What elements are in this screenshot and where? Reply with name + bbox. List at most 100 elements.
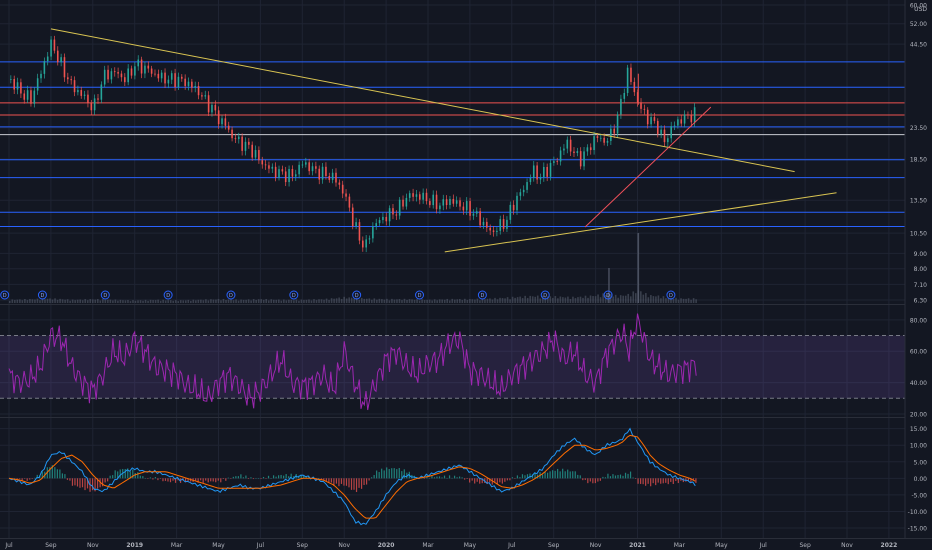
- macd-histogram-bar: [552, 470, 554, 479]
- macd-histogram-bar: [137, 472, 139, 479]
- dividend-marker-glyph: D: [40, 293, 44, 299]
- macd-histogram-bar: [323, 478, 325, 480]
- volume-bar: [102, 299, 104, 303]
- candle-body: [382, 216, 384, 221]
- volume-bar: [650, 295, 652, 303]
- candle-body: [97, 98, 99, 100]
- rsi-pane[interactable]: [0, 313, 905, 411]
- volume-bar: [469, 299, 471, 303]
- volume-bar: [283, 299, 285, 303]
- macd-histogram-bar: [328, 478, 330, 484]
- volume-bar: [481, 298, 484, 303]
- volume-bar: [441, 299, 444, 303]
- macd-histogram-bar: [647, 478, 649, 484]
- time-axis-tick-label: Mar: [171, 542, 183, 549]
- macd-pane[interactable]: [8, 427, 697, 526]
- volume-bar: [365, 298, 368, 303]
- macd-histogram-bar: [129, 471, 131, 479]
- volume-bar: [524, 295, 526, 303]
- volume-bar: [587, 297, 589, 303]
- price-axis[interactable]: 60.00 52.00 44.50 23.50 18.50 13.50 10.50 9.00 8…: [908, 3, 928, 533]
- volume-bar: [685, 298, 687, 303]
- candle-body: [144, 65, 146, 74]
- time-axis-tick-label: 2022: [881, 542, 898, 549]
- volume-bar: [443, 299, 446, 303]
- candle-body: [348, 196, 351, 208]
- volume-bar: [383, 299, 386, 303]
- candle-body: [459, 200, 461, 207]
- volume-bar: [298, 300, 300, 303]
- macd-histogram-bar: [255, 478, 257, 479]
- macd-histogram-bar: [602, 476, 604, 479]
- volume-bar: [343, 296, 345, 303]
- candle-body: [368, 238, 371, 240]
- candle-body: [402, 199, 404, 207]
- candle-body: [56, 50, 59, 63]
- macd-histogram-bar: [152, 478, 154, 480]
- volume-bar: [355, 297, 358, 303]
- macd-histogram-bar: [66, 478, 69, 480]
- time-axis[interactable]: Jul Sep Nov 2019 Mar May Jul Sep Nov 2020 Mar May Ju…: [4, 542, 897, 549]
- candle-body: [375, 223, 378, 227]
- candle-body: [603, 137, 605, 143]
- macd-axis-tick-label: 15.00: [910, 426, 927, 433]
- macd-histogram-bar: [627, 473, 629, 479]
- volume-bar: [647, 297, 650, 303]
- candle-body: [539, 177, 542, 180]
- price-axis-tick-label: 60.00: [910, 3, 927, 10]
- macd-histogram-bar: [524, 475, 526, 479]
- candle-body: [20, 82, 22, 94]
- candle-body: [278, 169, 280, 178]
- dividend-marker-glyph: D: [418, 293, 422, 299]
- macd-histogram-bar: [227, 477, 229, 479]
- price-axis-background: [905, 0, 932, 550]
- candle-body: [630, 67, 632, 82]
- candle-body: [656, 120, 659, 134]
- volume-bar: [677, 299, 680, 303]
- candle-body: [67, 77, 69, 80]
- trendline: [50, 28, 795, 173]
- volume-bar: [544, 297, 547, 303]
- volume-bar: [516, 297, 519, 303]
- macd-histogram-bar: [305, 476, 307, 479]
- volume-bar: [446, 298, 449, 303]
- volume-bar: [531, 296, 534, 303]
- macd-histogram-bar: [76, 478, 79, 487]
- macd-histogram-bar: [107, 478, 109, 482]
- macd-histogram-bar: [381, 468, 383, 479]
- candle-body: [83, 94, 86, 96]
- macd-histogram-bar: [212, 478, 214, 482]
- macd-histogram-bar: [157, 478, 159, 481]
- volume-bar: [368, 298, 371, 303]
- volume-bar: [376, 299, 378, 303]
- macd-histogram-bar: [348, 478, 350, 488]
- volume-bar: [614, 294, 617, 303]
- macd-histogram-bar: [617, 474, 619, 479]
- volume-bar: [607, 293, 609, 303]
- volume-bar: [280, 300, 283, 303]
- macd-histogram-bar: [91, 478, 94, 491]
- volume-bar: [672, 299, 675, 303]
- candle-body: [496, 230, 498, 232]
- volume-bar: [451, 298, 454, 303]
- macd-histogram-bar: [451, 477, 453, 479]
- volume-bar: [461, 300, 464, 303]
- macd-histogram-bar: [114, 470, 116, 479]
- candle-body: [549, 162, 552, 177]
- macd-histogram-bar: [69, 478, 71, 481]
- volume-bar: [174, 300, 177, 303]
- candle-body: [677, 119, 679, 126]
- macd-histogram-bar: [667, 478, 669, 485]
- macd-histogram-bar: [21, 478, 23, 482]
- candle-body: [134, 66, 136, 76]
- candle-body: [455, 200, 458, 204]
- macd-histogram-bar: [94, 478, 96, 492]
- volume-bar: [41, 298, 44, 303]
- volume-bar: [629, 296, 632, 303]
- volume-bar: [662, 296, 665, 303]
- volume-bar: [350, 297, 353, 303]
- candle-body: [291, 169, 294, 177]
- trendlines[interactable]: [50, 28, 837, 253]
